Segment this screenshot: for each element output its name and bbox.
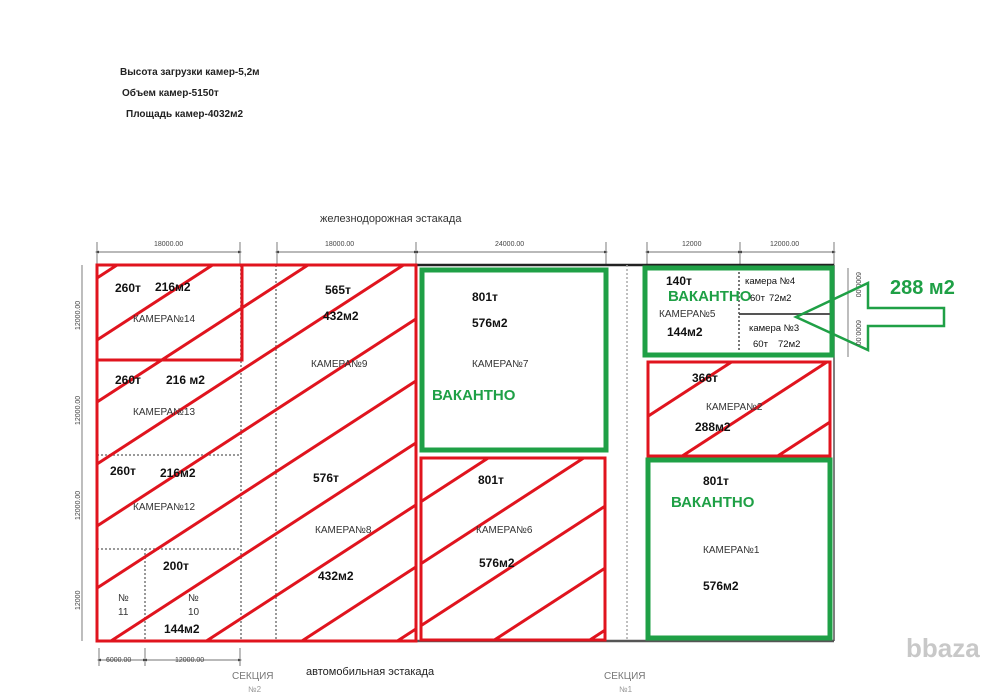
k1-vacant-badge: ВАКАНТНО: [671, 494, 755, 511]
k6-area: 576м2: [479, 556, 515, 570]
dim-top-4: 12000: [682, 241, 702, 248]
k9-name: КАМЕРА№9: [311, 359, 368, 370]
k5-name: КАМЕРА№5: [659, 309, 716, 320]
k14-area: 216м2: [155, 280, 191, 294]
occupied-areas: [95, 263, 832, 643]
dim-top-1: 18000.00: [154, 241, 183, 248]
rail-platform-label: железнодорожная эстакада: [320, 213, 462, 225]
dim-bottom-1: 6000.00: [106, 657, 131, 664]
bottom-dimension-lines: [96, 648, 243, 666]
k1-area: 576м2: [703, 579, 739, 593]
room-k5: [642, 265, 835, 358]
note-volume: Объем камер-5150т: [122, 87, 219, 99]
dim-right-2: 6000.00: [854, 320, 861, 345]
k3-name: камера №3: [749, 323, 799, 334]
k3-area: 72м2: [778, 339, 800, 350]
k13-area: 216 м2: [166, 373, 205, 387]
k13-name: КАМЕРА№13: [133, 407, 195, 418]
room-k6: [419, 456, 607, 642]
note-height: Высота загрузки камер-5,2м: [120, 67, 260, 78]
k1-name: КАМЕРА№1: [703, 545, 760, 556]
k11-name: №: [118, 593, 129, 604]
dim-right-1: 6000.00: [854, 272, 861, 297]
dim-bottom-2: 12000.00: [175, 657, 204, 664]
room-k2: [646, 360, 832, 458]
k10-area: 144м2: [164, 622, 200, 636]
watermark-logo: bbaza: [906, 633, 980, 663]
k10-name: №: [188, 593, 199, 604]
k9-tons: 565т: [325, 283, 351, 297]
k2-tons: 366т: [692, 371, 718, 385]
dim-top-2: 18000.00: [325, 241, 354, 248]
k7-vacant-badge: ВАКАНТНО: [432, 387, 516, 404]
note-area: Площадь камер-4032м2: [126, 109, 244, 120]
section-1-label: СЕКЦИЯ: [604, 671, 646, 682]
dim-left-3: 12000.00: [75, 491, 82, 520]
k1-tons: 801т: [703, 474, 729, 488]
dim-left-1: 12000.00: [75, 301, 82, 330]
k13-tons: 260т: [115, 373, 141, 387]
k7-name: КАМЕРА№7: [472, 359, 529, 370]
k12-name: КАМЕРА№12: [133, 502, 195, 513]
k8-tons: 576т: [313, 471, 339, 485]
k8-name: КАМЕРА№8: [315, 525, 372, 536]
k4-tons: 60т: [750, 293, 766, 304]
dim-left-2: 12000.00: [75, 396, 82, 425]
k11-num: 11: [118, 607, 129, 618]
dim-left-4: 12000: [75, 590, 82, 610]
room-k1: [645, 457, 833, 641]
k6-tons: 801т: [478, 473, 504, 487]
section-2-num: №2: [248, 685, 262, 694]
section-2-label: СЕКЦИЯ: [232, 671, 274, 682]
k10-tons: 200т: [163, 559, 189, 573]
room-labels: 260т 216м2 КАМЕРА№14 260т 216 м2 КАМЕРА№…: [110, 274, 800, 636]
k12-tons: 260т: [110, 464, 136, 478]
k14-tons: 260т: [115, 281, 141, 295]
k2-area: 288м2: [695, 420, 731, 434]
k5-tons: 140т: [666, 274, 692, 288]
k9-area: 432м2: [323, 309, 359, 323]
top-dimension-lines: [81, 242, 849, 641]
dim-top-3: 24000.00: [495, 241, 524, 248]
k3-tons: 60т: [753, 339, 769, 350]
k10-num: 10: [188, 607, 200, 618]
k7-tons: 801т: [472, 290, 498, 304]
k14-name: КАМЕРА№14: [133, 314, 195, 325]
k7-area: 576м2: [472, 316, 508, 330]
k8-area: 432м2: [318, 569, 354, 583]
k4-name: камера №4: [745, 276, 795, 287]
k4-area: 72м2: [769, 293, 791, 304]
room-block-9-14: [95, 263, 418, 643]
k6-name: КАМЕРА№6: [476, 525, 533, 536]
k5-area: 144м2: [667, 325, 703, 339]
callout-area: 288 м2: [890, 277, 955, 299]
arrow-left-icon: [793, 281, 946, 352]
dim-top-5: 12000.00: [770, 241, 799, 248]
section-1-num: №1: [619, 685, 633, 694]
vacant-areas: [419, 265, 835, 641]
room-k7: [419, 267, 609, 453]
truck-platform-label: автомобильная эстакада: [306, 666, 435, 678]
k2-name: КАМЕРА№2: [706, 402, 763, 413]
k5-vacant-badge: ВАКАНТНО: [668, 288, 752, 305]
k12-area: 216м2: [160, 466, 196, 480]
room-k14: [95, 263, 244, 362]
